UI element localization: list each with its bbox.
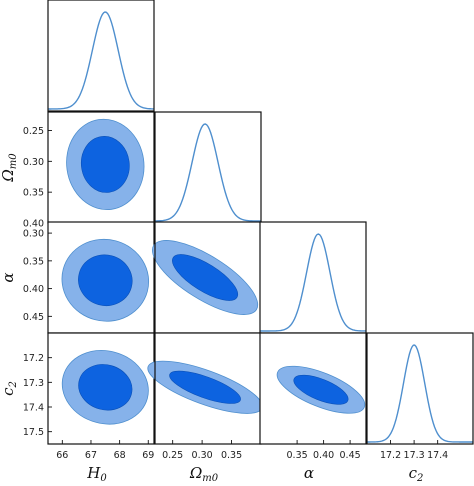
panel-0-0	[47, 0, 155, 112]
panel-3-0: 66 67 68 69 17.2 17.3 17.4 17.5	[23, 332, 155, 461]
panel-3-2: 0.35 0.40 0.45	[259, 332, 367, 461]
panel-2-2	[259, 221, 367, 334]
y-axis-label: c2	[0, 381, 19, 396]
contour-1sigma	[293, 374, 349, 405]
panel-2-1	[151, 221, 262, 334]
contour-1sigma	[172, 254, 239, 301]
x-tick-label: 69	[142, 450, 154, 461]
y-axis-label: Ωm0	[0, 153, 19, 183]
x-tick-label: 0.30	[192, 450, 213, 461]
contour-1sigma	[78, 254, 133, 306]
x-tick-label: 0.40	[313, 450, 334, 461]
y-tick-label: 0.40	[23, 284, 44, 295]
y-tick-label: 17.2	[23, 353, 44, 364]
y-tick-label: 0.30	[23, 157, 44, 168]
x-tick-label: 17.2	[380, 450, 401, 461]
y-tick-label: 17.3	[23, 378, 44, 389]
x-axis-label: H0	[86, 464, 107, 484]
y-tick-label: 17.5	[23, 427, 44, 438]
x-tick-label: 68	[114, 450, 126, 461]
x-axis-label: α	[304, 464, 314, 482]
x-tick-label: 67	[85, 450, 97, 461]
marginal-curve	[47, 11, 155, 110]
x-tick-label: 17.4	[427, 450, 448, 461]
x-tick-label: 0.25	[162, 450, 183, 461]
x-tick-label: 0.35	[287, 450, 308, 461]
x-tick-label: 66	[56, 450, 68, 461]
marginal-curve	[154, 123, 261, 222]
y-axis-label: α	[0, 272, 17, 282]
contour-1sigma	[80, 136, 130, 193]
panel-2-0: 0.30 0.35 0.40 0.45	[23, 221, 155, 334]
y-tick-label: 0.35	[23, 256, 44, 267]
y-tick-label: 0.35	[23, 188, 44, 199]
x-tick-label: 17.3	[404, 450, 425, 461]
contour-1sigma	[78, 364, 133, 411]
y-tick-label: 17.4	[23, 403, 44, 414]
panel-1-1	[154, 111, 262, 224]
x-axis-label: Ωm0	[189, 464, 219, 484]
y-tick-label: 0.25	[23, 126, 44, 137]
contour-1sigma	[169, 370, 241, 404]
y-tick-label: 0.40	[23, 219, 44, 230]
panel-3-1: 0.25 0.30 0.35	[147, 332, 263, 461]
y-tick-label: 0.45	[23, 312, 44, 323]
x-tick-label: 0.45	[340, 450, 361, 461]
x-tick-label: 0.35	[221, 450, 242, 461]
marginal-curve	[366, 344, 473, 443]
panel-3-3: 17.2 17.3 17.4	[366, 332, 474, 461]
marginal-curve	[260, 233, 367, 332]
panel-1-0: 0.25 0.30 0.35 0.40	[23, 111, 155, 230]
x-axis-label: c2	[409, 464, 424, 484]
y-tick-label: 0.30	[23, 229, 44, 240]
